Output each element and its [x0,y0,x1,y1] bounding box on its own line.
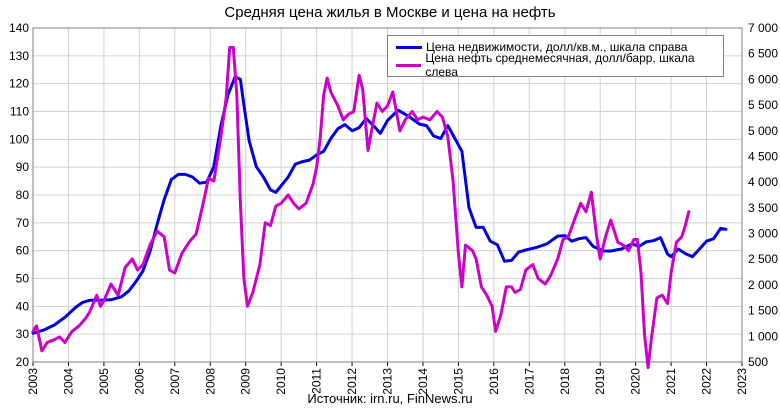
axes: 20 30 40 50 60 70 80 90 100 110 120 130 140 500 1 000 1… [9,21,778,395]
series-line-property-price [31,75,728,335]
x-tick-label: 2011 [310,368,324,394]
y-right-tick-label: 4 000 [748,175,778,189]
legend-item-oil: Цена нефть среднемесячная, долл/барр, шк… [396,51,723,79]
y-left-tick-label: 90 [16,160,30,174]
y-right-tick-label: 2 000 [748,278,778,292]
y-right-tick-label: 3 000 [748,227,778,241]
legend-label-property: Цена недвижимости, долл/кв.м., шкала спр… [426,40,688,54]
x-tick-label: 2005 [97,368,111,395]
x-tick-label: 2004 [61,368,75,395]
y-right-tick-label: 1 000 [748,329,778,343]
y-right-tick-label: 5 500 [748,98,778,112]
y-left-tick-label: 20 [16,355,30,369]
y-left-tick-label: 130 [9,49,29,63]
y-left-tick-label: 120 [9,77,29,91]
x-tick-label: 2023 [735,368,749,395]
x-tick-label: 2008 [203,368,217,395]
x-tick-label: 2013 [381,368,395,395]
y-right-tick-label: 5 000 [748,124,778,138]
x-tick-label: 2014 [416,368,430,395]
legend-swatch-oil [396,63,422,67]
x-tick-label: 2009 [239,368,253,395]
y-right-tick-label: 4 500 [748,149,778,163]
x-tick-label: 2018 [558,368,572,395]
y-left-tick-label: 140 [9,21,29,35]
x-tick-label: 2020 [629,368,643,395]
chart-title: Средняя цена жилья в Москве и цена на не… [224,4,556,21]
y-right-tick-label: 500 [748,355,768,369]
legend-label-oil: Цена нефть среднемесячная, долл/барр, шк… [425,51,695,79]
x-tick-label: 2016 [487,368,501,395]
y-right-tick-label: 6 500 [748,47,778,61]
y-right-tick-label: 2 500 [748,252,778,266]
legend: Цена недвижимости, долл/кв.м., шкала спр… [387,35,724,79]
y-right-tick-label: 7 000 [748,21,778,35]
x-tick-label: 2006 [132,368,146,395]
x-tick-label: 2010 [274,368,288,395]
series-line-oil-price [31,46,691,370]
legend-item-property: Цена недвижимости, долл/кв.м., шкала спр… [396,39,687,55]
y-left-tick-label: 50 [16,272,30,286]
x-tick-label: 2015 [451,368,465,395]
x-tick-label: 2019 [593,368,607,395]
y-left-tick-label: 110 [10,105,29,119]
y-left-tick-label: 70 [16,216,30,230]
y-left-tick-label: 30 [16,327,30,341]
legend-swatch-property [396,45,422,49]
x-tick-label: 2003 [26,368,40,395]
x-tick-label: 2022 [700,368,714,395]
plot-frame [32,27,743,363]
y-right-tick-label: 1 500 [748,304,778,318]
source-note: Источник: irn.ru, FinNews.ru [307,391,473,406]
series-lines [31,46,728,370]
y-left-tick-label: 100 [9,132,29,146]
x-tick-label: 2021 [664,368,678,395]
y-right-tick-label: 3 500 [748,201,778,215]
x-tick-label: 2012 [345,368,359,395]
x-tick-label: 2017 [522,368,536,395]
y-left-tick-label: 60 [16,244,30,258]
y-left-tick-label: 80 [16,188,30,202]
y-left-tick-label: 40 [16,299,30,313]
y-right-tick-label: 6 000 [748,72,778,86]
x-tick-label: 2007 [168,368,182,395]
